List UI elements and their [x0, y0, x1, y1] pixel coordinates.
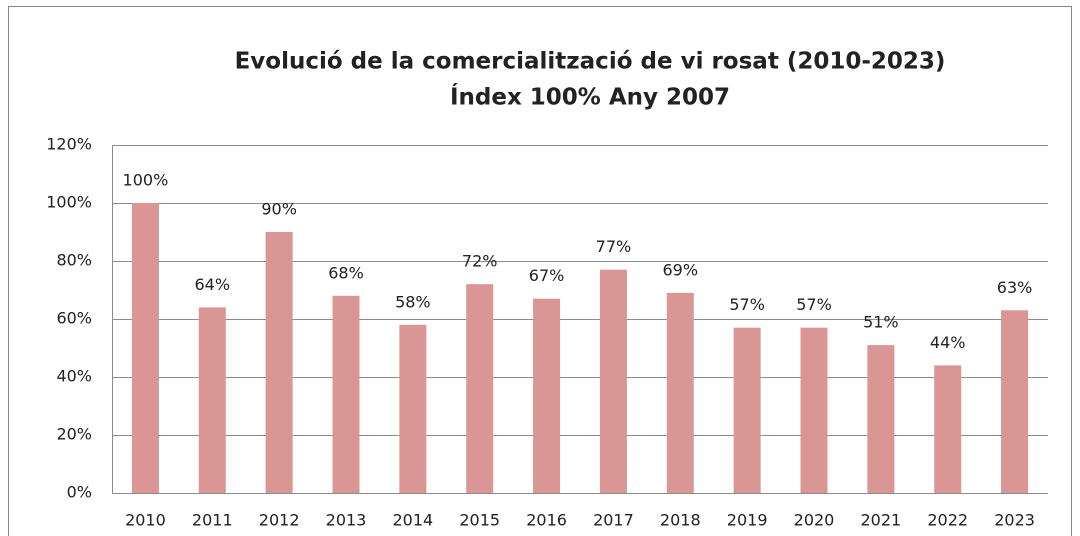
- chart-title: Evolució de la comercialització de vi ro…: [235, 49, 946, 75]
- chart-subtitle: Índex 100% Any 2007: [450, 83, 730, 111]
- y-tick-label: 60%: [56, 309, 92, 328]
- y-tick-label: 120%: [46, 135, 92, 154]
- data-label: 100%: [123, 171, 169, 190]
- bar: [800, 327, 828, 493]
- data-label: 64%: [195, 275, 231, 294]
- x-tick-label: 2010: [125, 511, 166, 530]
- data-label: 67%: [529, 266, 565, 285]
- bar: [399, 324, 427, 493]
- bar: [1001, 310, 1029, 493]
- data-label: 77%: [596, 237, 632, 256]
- x-tick-label: 2017: [593, 511, 634, 530]
- x-tick-label: 2011: [192, 511, 233, 530]
- x-tick-label: 2012: [259, 511, 300, 530]
- data-label: 68%: [328, 263, 364, 282]
- x-tick-label: 2015: [459, 511, 500, 530]
- x-tick-label: 2020: [794, 511, 835, 530]
- x-tick-label: 2018: [660, 511, 701, 530]
- bar: [131, 203, 159, 493]
- bar: [533, 298, 561, 493]
- bar: [666, 292, 694, 493]
- bar: [599, 269, 627, 493]
- bar: [265, 232, 293, 493]
- data-label: 69%: [663, 260, 699, 279]
- x-tick-label: 2016: [526, 511, 567, 530]
- data-label: 57%: [729, 295, 765, 314]
- data-label: 51%: [863, 313, 899, 332]
- x-tick-label: 2022: [927, 511, 968, 530]
- bar: [332, 295, 360, 493]
- data-label: 72%: [462, 252, 498, 271]
- x-tick-label: 2013: [326, 511, 367, 530]
- y-tick-label: 20%: [56, 425, 92, 444]
- bar: [198, 307, 226, 493]
- bar: [934, 365, 962, 493]
- y-tick-label: 40%: [56, 367, 92, 386]
- y-tick-label: 80%: [56, 251, 92, 270]
- data-label: 58%: [395, 292, 431, 311]
- data-label: 57%: [796, 295, 832, 314]
- bar: [733, 327, 761, 493]
- bar: [466, 284, 494, 493]
- x-tick-label: 2019: [727, 511, 768, 530]
- x-tick-label: 2014: [392, 511, 433, 530]
- x-tick-label: 2021: [860, 511, 901, 530]
- y-tick-label: 0%: [67, 483, 92, 502]
- data-label: 44%: [930, 333, 966, 352]
- data-label: 63%: [997, 278, 1033, 297]
- bar: [867, 345, 895, 493]
- data-label: 90%: [261, 200, 297, 219]
- y-tick-label: 100%: [46, 193, 92, 212]
- x-tick-label: 2023: [994, 511, 1035, 530]
